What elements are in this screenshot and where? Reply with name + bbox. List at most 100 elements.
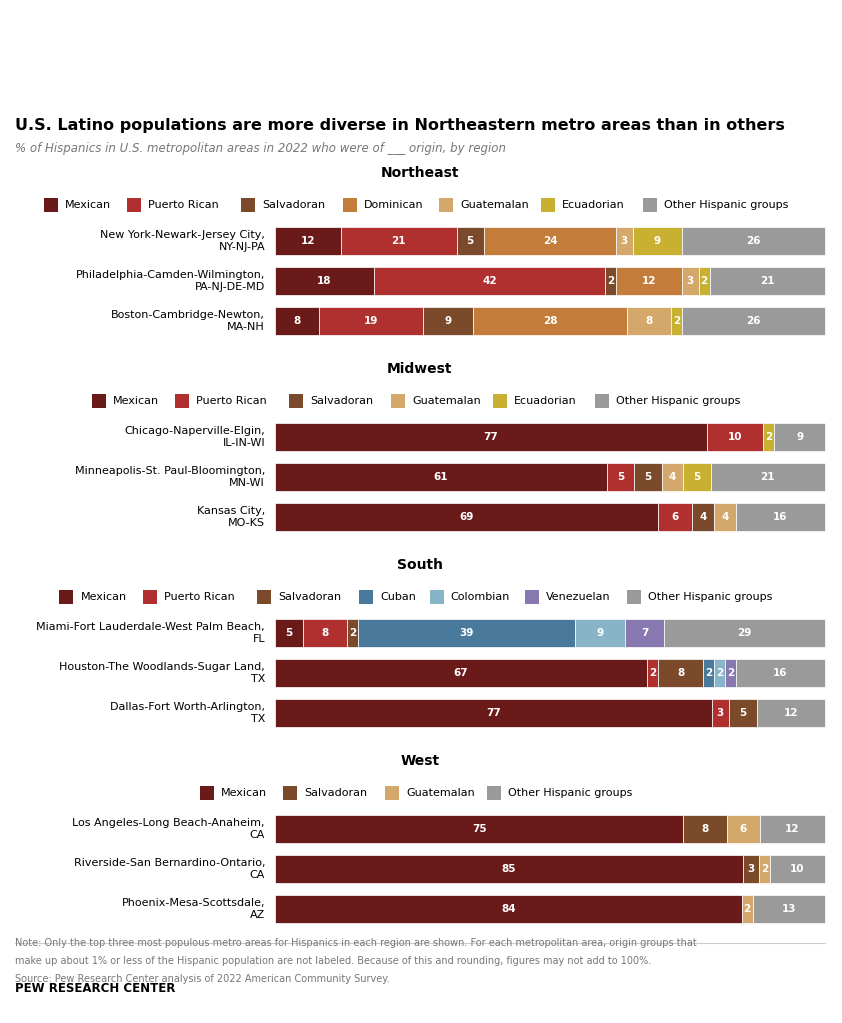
FancyBboxPatch shape <box>541 198 555 212</box>
FancyBboxPatch shape <box>456 227 484 255</box>
Text: 5: 5 <box>285 628 292 638</box>
FancyBboxPatch shape <box>473 307 627 335</box>
Text: 3: 3 <box>686 276 694 286</box>
FancyBboxPatch shape <box>759 855 770 883</box>
Text: Puerto Rican: Puerto Rican <box>163 592 234 602</box>
Text: Midwest: Midwest <box>387 362 453 376</box>
FancyBboxPatch shape <box>707 422 763 451</box>
FancyBboxPatch shape <box>257 590 271 604</box>
FancyBboxPatch shape <box>319 307 424 335</box>
Text: 77: 77 <box>483 432 498 442</box>
FancyBboxPatch shape <box>627 307 671 335</box>
FancyBboxPatch shape <box>275 659 647 687</box>
Text: U.S. Latino populations are more diverse in Northeastern metro areas than in oth: U.S. Latino populations are more diverse… <box>15 118 785 133</box>
Text: 18: 18 <box>317 276 332 286</box>
Text: Venezuelan: Venezuelan <box>546 592 611 602</box>
Text: 61: 61 <box>434 472 448 482</box>
FancyBboxPatch shape <box>275 267 374 295</box>
Text: Riverside-San Bernardino-Ontario,
CA: Riverside-San Bernardino-Ontario, CA <box>73 858 265 880</box>
Text: 9: 9 <box>653 236 661 246</box>
FancyBboxPatch shape <box>429 590 444 604</box>
Text: Colombian: Colombian <box>450 592 510 602</box>
FancyBboxPatch shape <box>359 590 373 604</box>
FancyBboxPatch shape <box>92 394 105 408</box>
Text: 2: 2 <box>607 276 614 286</box>
Text: Puerto Rican: Puerto Rican <box>195 396 266 406</box>
Text: 67: 67 <box>454 668 468 678</box>
Text: 12: 12 <box>785 824 800 834</box>
FancyBboxPatch shape <box>127 198 141 212</box>
FancyBboxPatch shape <box>759 815 825 843</box>
Text: 16: 16 <box>773 512 788 522</box>
Text: Puerto Rican: Puerto Rican <box>147 201 219 210</box>
FancyBboxPatch shape <box>742 895 753 923</box>
Text: 10: 10 <box>728 432 743 442</box>
FancyBboxPatch shape <box>763 422 775 451</box>
Text: 16: 16 <box>773 668 788 678</box>
Text: Houston-The Woodlands-Sugar Land,
TX: Houston-The Woodlands-Sugar Land, TX <box>59 662 265 683</box>
Text: 69: 69 <box>460 512 474 522</box>
FancyBboxPatch shape <box>347 619 359 647</box>
FancyBboxPatch shape <box>691 503 714 531</box>
FancyBboxPatch shape <box>627 590 642 604</box>
Text: 2: 2 <box>727 668 734 678</box>
FancyBboxPatch shape <box>607 463 634 491</box>
Text: Phoenix-Mesa-Scottsdale,
AZ: Phoenix-Mesa-Scottsdale, AZ <box>121 898 265 920</box>
FancyBboxPatch shape <box>595 394 610 408</box>
FancyBboxPatch shape <box>753 895 825 923</box>
Text: Mexican: Mexican <box>80 592 126 602</box>
Text: 9: 9 <box>596 628 604 638</box>
Text: 2: 2 <box>743 904 751 914</box>
Text: 7: 7 <box>641 628 648 638</box>
FancyBboxPatch shape <box>634 463 662 491</box>
Text: 5: 5 <box>694 472 701 482</box>
FancyBboxPatch shape <box>658 503 691 531</box>
FancyBboxPatch shape <box>242 198 255 212</box>
Text: 26: 26 <box>746 236 761 246</box>
Text: 12: 12 <box>301 236 315 246</box>
Text: 2: 2 <box>716 668 723 678</box>
Text: 2: 2 <box>761 864 768 874</box>
FancyBboxPatch shape <box>643 198 657 212</box>
FancyBboxPatch shape <box>174 394 189 408</box>
FancyBboxPatch shape <box>647 659 658 687</box>
FancyBboxPatch shape <box>684 463 711 491</box>
FancyBboxPatch shape <box>699 267 710 295</box>
Text: Guatemalan: Guatemalan <box>413 396 481 406</box>
FancyBboxPatch shape <box>682 307 825 335</box>
Text: West: West <box>401 754 440 768</box>
FancyBboxPatch shape <box>616 267 682 295</box>
Text: Minneapolis-St. Paul-Bloomington,
MN-WI: Minneapolis-St. Paul-Bloomington, MN-WI <box>75 466 265 488</box>
Text: Guatemalan: Guatemalan <box>460 201 529 210</box>
Text: Guatemalan: Guatemalan <box>406 788 475 798</box>
Text: Other Hispanic groups: Other Hispanic groups <box>508 788 632 798</box>
FancyBboxPatch shape <box>392 394 405 408</box>
Text: Other Hispanic groups: Other Hispanic groups <box>648 592 773 602</box>
Text: 5: 5 <box>739 708 746 718</box>
Text: 24: 24 <box>543 236 557 246</box>
FancyBboxPatch shape <box>484 227 616 255</box>
Text: 4: 4 <box>699 512 706 522</box>
Text: Chicago-Naperville-Elgin,
IL-IN-WI: Chicago-Naperville-Elgin, IL-IN-WI <box>125 427 265 448</box>
Text: 8: 8 <box>293 316 301 326</box>
FancyBboxPatch shape <box>575 619 625 647</box>
FancyBboxPatch shape <box>60 590 73 604</box>
FancyBboxPatch shape <box>757 699 825 727</box>
Text: 2: 2 <box>705 668 712 678</box>
Text: 85: 85 <box>502 864 516 874</box>
FancyBboxPatch shape <box>275 855 743 883</box>
FancyBboxPatch shape <box>275 895 742 923</box>
FancyBboxPatch shape <box>736 503 825 531</box>
Text: 2: 2 <box>701 276 707 286</box>
Text: 28: 28 <box>543 316 557 326</box>
Text: Other Hispanic groups: Other Hispanic groups <box>616 396 741 406</box>
FancyBboxPatch shape <box>275 422 707 451</box>
Text: New York-Newark-Jersey City,
NY-NJ-PA: New York-Newark-Jersey City, NY-NJ-PA <box>100 230 265 252</box>
FancyBboxPatch shape <box>725 659 736 687</box>
Text: Salvadoran: Salvadoran <box>304 788 367 798</box>
Text: Dominican: Dominican <box>365 201 424 210</box>
FancyBboxPatch shape <box>710 267 825 295</box>
FancyBboxPatch shape <box>663 619 825 647</box>
FancyBboxPatch shape <box>770 855 825 883</box>
Text: 77: 77 <box>486 708 501 718</box>
